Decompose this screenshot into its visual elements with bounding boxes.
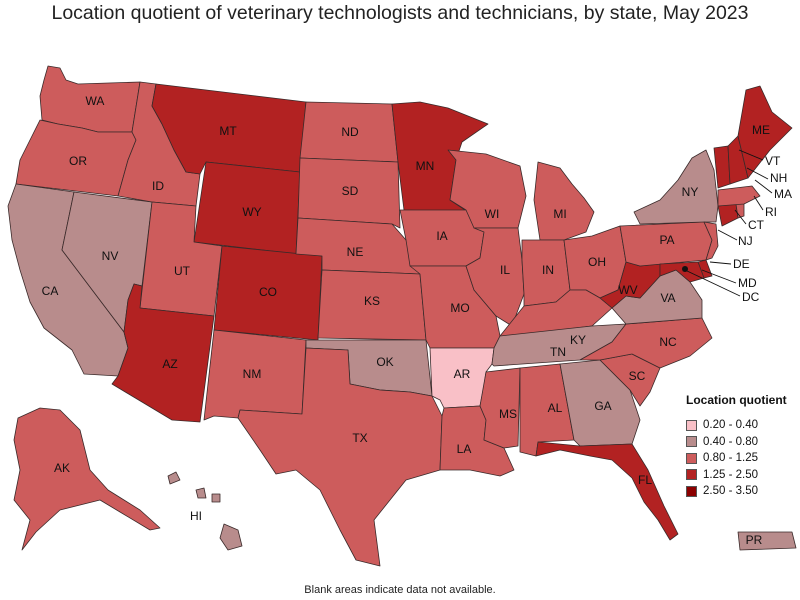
legend-item: 0.40 - 0.80 [686, 434, 796, 451]
legend-swatch [686, 436, 697, 448]
state-label-sc: SC [629, 369, 646, 383]
state-label-ne: NE [347, 245, 364, 259]
state-label-ar: AR [454, 367, 471, 381]
state-label-va: VA [660, 291, 675, 305]
state-md [659, 261, 705, 283]
state-label-ak: AK [54, 461, 70, 475]
legend-label: 1.25 - 2.50 [703, 468, 758, 481]
state-label-ri: RI [765, 205, 777, 219]
state-label-ca: CA [42, 284, 59, 298]
legend-item: 0.80 - 1.25 [686, 450, 796, 467]
state-pr [737, 531, 797, 551]
state-label-ct: CT [748, 218, 765, 232]
state-label-wa: WA [86, 94, 105, 108]
state-hi [167, 471, 243, 551]
legend-label: 2.50 - 3.50 [703, 485, 758, 498]
state-label-oh: OH [588, 255, 606, 269]
state-label-il: IL [500, 263, 510, 277]
dc-marker [682, 266, 688, 272]
state-label-nc: NC [659, 335, 677, 349]
state-label-mt: MT [219, 124, 237, 138]
state-mi [533, 161, 595, 241]
state-label-me: ME [752, 123, 770, 137]
state-label-id: ID [152, 179, 164, 193]
state-label-nh: NH [770, 171, 787, 185]
legend-swatch [686, 485, 697, 497]
legend: Location quotient 0.20 - 0.40 0.40 - 0.8… [686, 393, 796, 500]
state-label-or: OR [69, 154, 87, 168]
state-label-sd: SD [342, 184, 359, 198]
state-label-dc: DC [742, 290, 760, 304]
state-label-fl: FL [638, 473, 652, 487]
state-il [465, 227, 525, 327]
legend-title: Location quotient [686, 393, 787, 407]
state-sd [297, 157, 401, 229]
state-label-hi: HI [190, 509, 202, 523]
state-label-mo: MO [450, 301, 469, 315]
state-label-mi: MI [553, 207, 566, 221]
state-label-ut: UT [174, 264, 191, 278]
state-label-la: LA [457, 442, 472, 456]
state-ny [633, 149, 719, 225]
legend-item: 0.20 - 0.40 [686, 417, 796, 434]
legend-item: 1.25 - 2.50 [686, 467, 796, 484]
state-label-az: AZ [162, 357, 177, 371]
state-label-nm: NM [243, 367, 262, 381]
state-label-pr: PR [746, 533, 763, 547]
state-label-tn: TN [550, 345, 566, 359]
state-label-tx: TX [352, 431, 367, 445]
state-label-wi: WI [485, 207, 500, 221]
state-label-md: MD [738, 276, 757, 290]
legend-label: 0.20 - 0.40 [703, 419, 758, 432]
state-label-ks: KS [364, 294, 380, 308]
state-az [111, 283, 215, 423]
legend-swatch [686, 469, 697, 481]
legend-label: 0.80 - 1.25 [703, 452, 758, 465]
legend-swatch [686, 452, 697, 464]
state-label-nj: NJ [738, 234, 753, 248]
map-title: Location quotient of veterinary technolo… [51, 2, 749, 24]
state-label-ga: GA [594, 399, 611, 413]
state-label-ny: NY [682, 185, 699, 199]
state-label-ia: IA [436, 229, 447, 243]
legend-label: 0.40 - 0.80 [703, 435, 758, 448]
state-label-de: DE [733, 257, 750, 271]
state-label-ma: MA [774, 187, 792, 201]
state-ma [717, 185, 761, 207]
state-label-al: AL [548, 401, 563, 415]
state-label-wv: WV [618, 283, 637, 297]
legend-item: 2.50 - 3.50 [686, 483, 796, 500]
state-ct [717, 203, 739, 227]
state-fl [535, 441, 679, 541]
state-tx [237, 347, 443, 567]
state-label-ms: MS [499, 407, 517, 421]
footnote: Blank areas indicate data not available. [304, 584, 496, 596]
state-label-ok: OK [376, 355, 393, 369]
state-label-pa: PA [659, 233, 674, 247]
state-label-vt: VT [765, 154, 781, 168]
state-label-co: CO [259, 285, 277, 299]
state-label-in: IN [542, 263, 554, 277]
state-ak [13, 407, 161, 551]
legend-swatch [686, 419, 697, 431]
state-vt [713, 145, 731, 189]
state-label-ky: KY [570, 333, 586, 347]
state-label-mn: MN [416, 159, 435, 173]
state-nc [579, 317, 713, 369]
state-label-wy: WY [242, 205, 261, 219]
state-label-nv: NV [102, 249, 119, 263]
state-nj [703, 221, 719, 261]
state-label-nd: ND [341, 125, 359, 139]
